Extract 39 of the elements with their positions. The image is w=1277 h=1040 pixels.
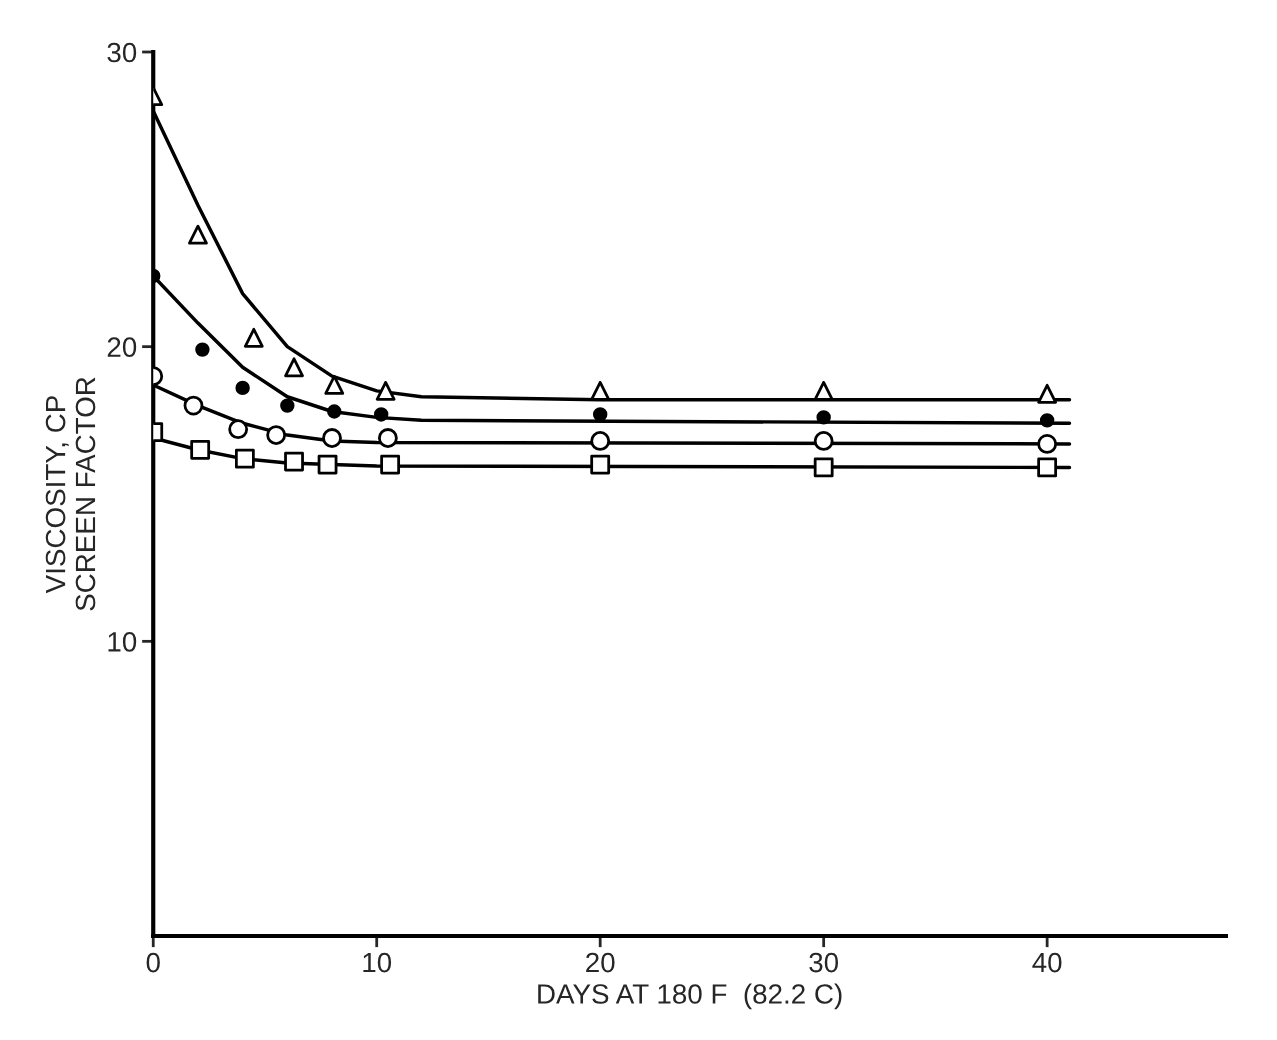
point: [373, 407, 389, 422]
x-tick-label: 30: [809, 952, 839, 973]
y-axis-title: VISCOSITY, CP SCREEN FACTOR: [45, 377, 96, 611]
point: [813, 431, 834, 451]
x-axis-title: DAYS AT 180 F (82.2 C): [538, 983, 842, 1010]
point: [228, 419, 249, 440]
point: [190, 439, 211, 460]
point: [375, 380, 396, 401]
y-tick-label: 20: [107, 337, 137, 358]
x-tick-label: 40: [1032, 952, 1062, 973]
y-tick-label: 10: [108, 632, 137, 652]
point: [1037, 457, 1058, 478]
point: [1037, 383, 1058, 404]
point: [590, 431, 611, 451]
point: [1039, 413, 1055, 428]
point: [590, 454, 611, 475]
point: [327, 404, 342, 419]
point: [322, 428, 342, 448]
x-tick-label: 10: [363, 952, 392, 973]
point: [188, 224, 208, 245]
point: [280, 398, 295, 413]
point: [284, 451, 304, 472]
point: [234, 448, 255, 469]
point: [816, 410, 831, 425]
point: [813, 457, 834, 478]
point: [235, 380, 250, 396]
point: [1037, 434, 1058, 454]
point: [243, 327, 264, 348]
point: [266, 425, 287, 445]
point: [317, 454, 338, 475]
point: [284, 357, 304, 378]
y-tick-label: 30: [107, 42, 137, 63]
point: [195, 342, 210, 357]
point: [183, 395, 204, 416]
point: [592, 407, 608, 422]
x-tick-label: 0: [146, 952, 160, 973]
point: [377, 428, 398, 448]
x-tick-label: 20: [586, 952, 615, 973]
point: [380, 454, 401, 475]
